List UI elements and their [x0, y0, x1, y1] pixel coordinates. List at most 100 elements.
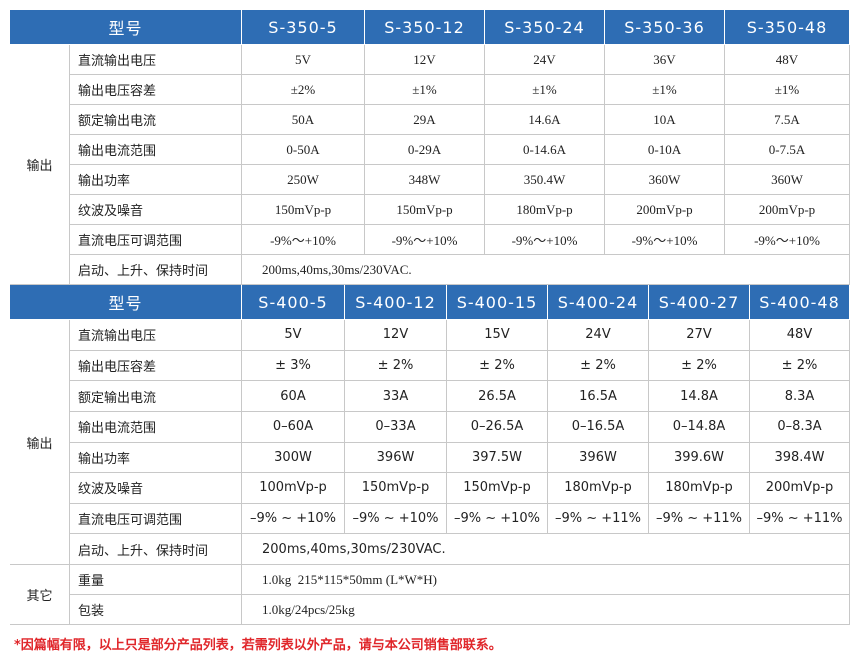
value-cell: ±1% — [365, 75, 485, 105]
value-cell: 360W — [725, 165, 850, 195]
value-cell: –9% ~ +11% — [649, 503, 750, 535]
value-cell: ±2% — [242, 75, 365, 105]
value-cell: 0–26.5A — [447, 411, 548, 443]
value-cell: 15V — [447, 320, 548, 351]
value-cell: 150mVp-p — [345, 473, 447, 504]
value-cell: 396W — [345, 442, 447, 474]
row-label: 额定输出电流 — [70, 381, 242, 412]
value-cell: ±1% — [725, 75, 850, 105]
header-cell: S-400-12 — [345, 285, 447, 320]
value-cell: -9%～+10% — [485, 225, 605, 255]
value-cell: 5V — [242, 320, 345, 351]
value-cell: 0–8.3A — [750, 411, 850, 443]
value-cell: –9% ~ +10% — [447, 503, 548, 535]
value-cell: 150mVp-p — [365, 195, 485, 225]
header-cell: S-350-48 — [725, 10, 850, 45]
header-cell: S-400-15 — [447, 285, 548, 320]
footnote: *因篇幅有限，以上只是部分产品列表，若需列表以外产品，请与本公司销售部联系。 — [14, 638, 502, 653]
value-cell: 348W — [365, 165, 485, 195]
value-cell: ± 2% — [447, 350, 548, 382]
value-cell: 0-7.5A — [725, 135, 850, 165]
value-cell: 360W — [605, 165, 725, 195]
value-cell: ±1% — [605, 75, 725, 105]
value-cell: 29A — [365, 105, 485, 135]
other-text: 1.0kg/24pcs/25kg — [242, 595, 850, 625]
value-cell: 0–14.8A — [649, 411, 750, 443]
group-label: 输出 — [10, 320, 70, 565]
value-cell: –9% ~ +10% — [345, 503, 447, 535]
group-label: 其它 — [10, 565, 70, 625]
value-cell: 5V — [242, 45, 365, 75]
value-cell: 14.6A — [485, 105, 605, 135]
value-cell: 150mVp-p — [447, 473, 548, 504]
value-cell: –9% ~ +11% — [548, 503, 649, 535]
value-cell: 0-14.6A — [485, 135, 605, 165]
value-cell: 14.8A — [649, 381, 750, 412]
value-cell: 100mVp-p — [242, 473, 345, 504]
value-cell: 250W — [242, 165, 365, 195]
value-cell: 150mVp-p — [242, 195, 365, 225]
value-cell: 27V — [649, 320, 750, 351]
value-cell: 399.6W — [649, 442, 750, 474]
value-cell: 50A — [242, 105, 365, 135]
row-label: 额定输出电流 — [70, 105, 242, 135]
value-cell: ±1% — [485, 75, 605, 105]
value-cell: 398.4W — [750, 442, 850, 474]
value-cell: 300W — [242, 442, 345, 474]
row-label: 纹波及噪音 — [70, 195, 242, 225]
row-label: 输出功率 — [70, 165, 242, 195]
value-cell: 0-10A — [605, 135, 725, 165]
value-cell: –9% ~ +11% — [750, 503, 850, 535]
row-label: 直流电压可调范围 — [70, 225, 242, 255]
value-cell: 180mVp-p — [649, 473, 750, 504]
value-cell: 48V — [725, 45, 850, 75]
row-label: 包装 — [70, 595, 242, 625]
value-cell: 397.5W — [447, 442, 548, 474]
value-cell: 12V — [345, 320, 447, 351]
header-cell: S-400-24 — [548, 285, 649, 320]
row-label: 输出电压容差 — [70, 75, 242, 105]
value-cell: –9% ~ +10% — [242, 503, 345, 535]
value-cell: 350.4W — [485, 165, 605, 195]
value-cell: 396W — [548, 442, 649, 474]
group-label: 输出 — [10, 45, 70, 285]
header-cell: S-350-24 — [485, 10, 605, 45]
value-cell: 0–33A — [345, 411, 447, 443]
value-cell: 0–16.5A — [548, 411, 649, 443]
header-cell: S-350-5 — [242, 10, 365, 45]
value-cell: 26.5A — [447, 381, 548, 412]
value-cell: -9%～+10% — [365, 225, 485, 255]
row-label: 输出电流范围 — [70, 135, 242, 165]
value-cell: 36V — [605, 45, 725, 75]
value-cell: 10A — [605, 105, 725, 135]
other-text: 1.0kg 215*115*50mm (L*W*H) — [242, 565, 850, 595]
value-cell: 24V — [485, 45, 605, 75]
row-label: 输出电流范围 — [70, 411, 242, 443]
value-cell: 7.5A — [725, 105, 850, 135]
header-cell: S-350-12 — [365, 10, 485, 45]
header-cell: 型号 — [10, 10, 242, 45]
value-cell: ± 2% — [548, 350, 649, 382]
value-cell: 8.3A — [750, 381, 850, 412]
value-cell: 33A — [345, 381, 447, 412]
value-cell: 180mVp-p — [548, 473, 649, 504]
value-cell: -9%～+10% — [605, 225, 725, 255]
header-cell: S-400-5 — [242, 285, 345, 320]
row-label: 直流输出电压 — [70, 45, 242, 75]
value-cell: 0–60A — [242, 411, 345, 443]
value-cell: 48V — [750, 320, 850, 351]
value-cell: 180mVp-p — [485, 195, 605, 225]
value-cell: 12V — [365, 45, 485, 75]
note-text: 200ms,40ms,30ms/230VAC. — [242, 255, 850, 285]
row-label: 纹波及噪音 — [70, 473, 242, 504]
value-cell: 0-50A — [242, 135, 365, 165]
value-cell: 0-29A — [365, 135, 485, 165]
row-label: 输出电压容差 — [70, 350, 242, 382]
row-label: 重量 — [70, 565, 242, 595]
header-cell: S-350-36 — [605, 10, 725, 45]
value-cell: 16.5A — [548, 381, 649, 412]
header-cell: S-400-27 — [649, 285, 750, 320]
note-text: 200ms,40ms,30ms/230VAC. — [242, 534, 850, 565]
value-cell: 200mVp-p — [605, 195, 725, 225]
